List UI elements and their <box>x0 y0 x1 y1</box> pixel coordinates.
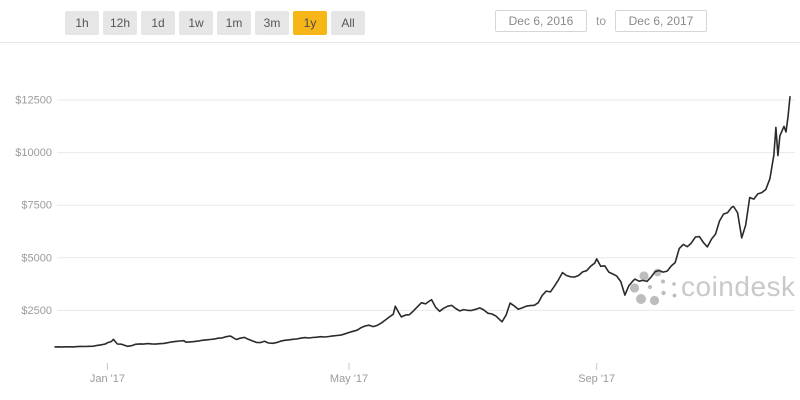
date-to-input[interactable] <box>615 10 707 32</box>
logo-dot <box>649 295 660 306</box>
logo-dot <box>672 293 677 298</box>
x-axis-label: Sep '17 <box>578 373 615 385</box>
y-axis-label: $10000 <box>15 147 52 159</box>
y-axis-label: $7500 <box>21 200 52 212</box>
range-button-1y[interactable]: 1y <box>293 11 327 35</box>
range-button-1d[interactable]: 1d <box>141 11 175 35</box>
logo-dot <box>639 271 649 281</box>
x-axis-label: May '17 <box>330 373 368 385</box>
logo-dot <box>661 290 666 296</box>
date-range-controls: to <box>495 10 707 32</box>
time-range-button-group: 1h 12h 1d 1w 1m 3m 1y All <box>65 11 365 35</box>
y-axis-label: $12500 <box>15 95 52 107</box>
logo-dot <box>661 279 665 284</box>
price-line <box>54 96 791 348</box>
y-axis-label: $2500 <box>21 305 52 317</box>
logo-dot <box>647 284 653 290</box>
logo-dot <box>629 283 640 293</box>
y-axis-label: $5000 <box>21 252 52 264</box>
date-from-input[interactable] <box>495 10 587 32</box>
range-button-1w[interactable]: 1w <box>179 11 213 35</box>
coindesk-logo <box>629 268 677 306</box>
range-button-3m[interactable]: 3m <box>255 11 289 35</box>
coindesk-wordmark: coindesk <box>681 271 796 302</box>
date-range-to-label: to <box>595 14 606 28</box>
range-button-all[interactable]: All <box>331 11 365 35</box>
logo-dot <box>636 294 646 304</box>
range-button-1h[interactable]: 1h <box>65 11 99 35</box>
logo-dot <box>672 282 676 286</box>
range-button-12h[interactable]: 12h <box>103 11 137 35</box>
range-button-1m[interactable]: 1m <box>217 11 251 35</box>
x-axis-label: Jan '17 <box>90 373 125 385</box>
